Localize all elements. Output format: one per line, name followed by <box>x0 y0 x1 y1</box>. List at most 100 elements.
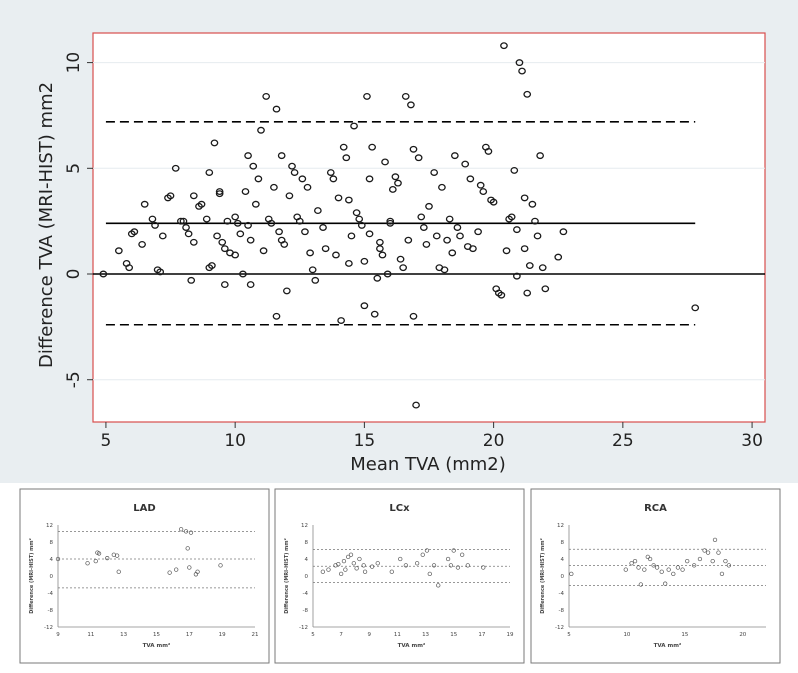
main-data-point <box>130 228 139 236</box>
panel-lad-frame <box>19 488 270 664</box>
main-data-point <box>308 266 317 274</box>
panel-rca-y-tick-label: -8 <box>559 608 565 614</box>
panel-lcx-data-point <box>348 552 354 557</box>
panel-lad-x-tick-label: 11 <box>87 632 94 638</box>
main-data-point <box>272 105 281 113</box>
panel-lad-title: LAD <box>133 503 155 514</box>
panel-lad-data-point <box>96 551 102 556</box>
main-data-point <box>311 276 320 284</box>
panel-rca-frame <box>530 488 781 664</box>
main-data-point <box>249 162 258 170</box>
main-data-point <box>432 232 441 240</box>
main-data-point <box>513 272 521 280</box>
panel-lad-y-axis-label: Difference (MRI-HIST) mm² <box>29 538 35 614</box>
main-x-axis-label: Mean TVA (mm2) <box>350 454 506 475</box>
panel-lcx-x-tick-label: 15 <box>450 632 457 638</box>
main-y-axis-label: Difference TVA (MRI-HIST) mm2 <box>36 82 57 368</box>
panel-lad-x-tick-label: 9 <box>56 632 60 638</box>
main-data-points <box>99 42 700 409</box>
main-data-point <box>466 175 475 183</box>
panel-lcx-x-tick-label: 9 <box>368 632 372 638</box>
main-data-point <box>541 285 550 293</box>
main-data-point <box>360 302 369 310</box>
panel-lcx-frame <box>274 488 525 664</box>
main-data-point <box>378 251 387 259</box>
panel-lcx-data-point <box>448 563 454 568</box>
main-data-point <box>347 232 356 240</box>
panel-rca-data-point <box>710 558 715 564</box>
panel-rca-y-tick-label: 0 <box>561 574 565 580</box>
panel-lcx-data-point <box>460 552 465 557</box>
main-data-point <box>474 228 482 236</box>
main-data-point <box>368 143 376 151</box>
panel-lcx-data-point <box>445 556 451 562</box>
main-data-point <box>407 101 415 109</box>
panel-lcx-data-point <box>451 548 456 553</box>
panel-lcx-data-point <box>369 564 375 569</box>
main-data-point <box>208 262 216 270</box>
panel-lcx-data-point <box>424 548 430 553</box>
panel-lcx-data-point <box>357 556 362 562</box>
panel-lcx-data-point <box>320 569 326 574</box>
main-data-point <box>314 207 322 215</box>
panel-rca-data-point <box>647 556 653 562</box>
main-data-point <box>187 276 196 284</box>
main-data-point <box>381 158 389 166</box>
panel-rca-data-point <box>680 567 685 572</box>
panel-lcx-y-tick-label: 0 <box>305 574 309 580</box>
panel-rca-y-tick-label: 12 <box>557 523 564 529</box>
main-data-point <box>277 152 286 160</box>
main-bland-altman-chart: 5 10 15 20 25 30 -5 0 5 10 Mean TVA (mm2) Differe… <box>0 0 798 483</box>
panel-rca-y-tick-label: -12 <box>555 625 564 631</box>
main-reference-lines <box>93 120 765 326</box>
panel-lad-data-point <box>178 527 184 532</box>
panel-lad-data-point <box>185 546 190 551</box>
panel-lcx-data-point <box>431 563 437 568</box>
panel-rca: RCA -12 -8 -4 0 4 8 12 5 10 15 20 TVA mm² Difference … <box>530 488 781 664</box>
panel-lad-data-point <box>93 558 98 564</box>
main-data-point <box>360 257 369 265</box>
panel-lcx-data-point <box>362 569 368 574</box>
main-data-point <box>409 312 418 320</box>
main-data-point <box>272 312 281 320</box>
main-data-point <box>425 202 433 210</box>
main-data-point <box>251 200 260 208</box>
main-data-point <box>528 200 537 208</box>
main-data-point <box>383 270 392 278</box>
main-data-point <box>171 164 180 172</box>
main-data-point <box>515 59 524 67</box>
main-data-point <box>363 92 371 100</box>
panel-rca-data-point <box>726 563 732 568</box>
panel-lad-data-point <box>55 556 61 562</box>
main-data-point <box>303 183 312 191</box>
main-data-point <box>430 169 439 176</box>
main-data-point <box>448 249 457 257</box>
main-data-point <box>254 175 263 183</box>
panel-rca-data-point <box>675 565 681 570</box>
panel-lad-data-point <box>105 555 110 561</box>
panel-lcx-x-tick-label: 13 <box>422 632 429 638</box>
main-data-point <box>295 217 304 225</box>
main-data-point <box>329 175 338 183</box>
panel-lcx-y-axis-label: Difference (MRI-HIST) mm² <box>284 538 290 614</box>
main-data-point <box>484 147 493 155</box>
panel-lcx-title: LCx <box>389 503 410 514</box>
panel-lcx-data-point <box>375 561 380 566</box>
panel-lad-y-tick-label: 12 <box>46 523 53 529</box>
panel-rca-data-point <box>638 582 643 587</box>
panel-rca-x-tick-label: 20 <box>739 632 746 638</box>
main-x-tick-label: 5 <box>101 431 112 451</box>
main-data-point <box>443 236 451 244</box>
panel-lcx-y-tick-label: -8 <box>303 608 309 614</box>
panel-lad-y-tick-label: 8 <box>50 540 54 546</box>
main-data-point <box>233 219 242 227</box>
main-data-point <box>345 259 353 267</box>
panel-rca-y-tick-label: 8 <box>561 540 565 546</box>
main-data-point <box>513 226 521 234</box>
main-data-point <box>282 287 291 295</box>
panel-lad-x-tick-label: 15 <box>153 632 160 638</box>
panel-lad-data-point <box>174 567 179 572</box>
main-data-point <box>440 266 449 274</box>
main-data-point <box>445 215 454 223</box>
panel-lcx-y-tick-label: -12 <box>299 625 308 631</box>
